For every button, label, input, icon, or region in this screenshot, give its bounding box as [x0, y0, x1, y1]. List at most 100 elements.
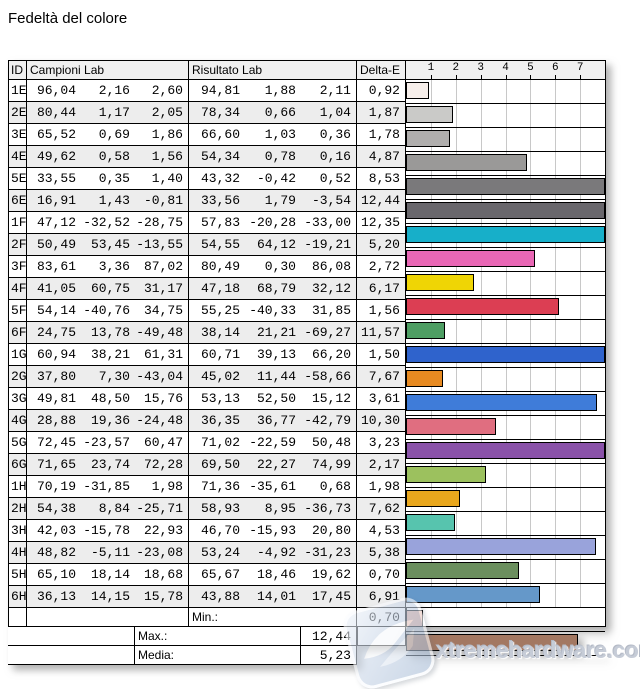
- axis-tick-mark: [480, 75, 482, 79]
- campioni-l-value: 96,04: [27, 80, 81, 102]
- risultato-l-value: 36,35: [189, 410, 245, 432]
- risultato-a-value: 8,95: [245, 498, 301, 520]
- risultato-l-value: 57,83: [189, 212, 245, 234]
- axis-tick-label: 5: [527, 62, 534, 74]
- axis-tick-mark: [505, 75, 507, 79]
- delta-e-value: 12,44: [357, 190, 406, 212]
- bar-slot: [406, 298, 605, 320]
- delta-e-bar: [406, 202, 605, 219]
- campioni-a-value: 60,75: [81, 278, 135, 300]
- risultato-l-value: 54,55: [189, 234, 245, 256]
- risultato-b-value: 15,12: [301, 388, 357, 410]
- bar-slot: [406, 250, 605, 272]
- risultato-b-value: 50,48: [301, 432, 357, 454]
- delta-e-bar: [406, 418, 496, 435]
- risultato-a-value: 68,79: [245, 278, 301, 300]
- delta-e-bar: [406, 346, 605, 363]
- chart-axis-header: 1 2 3 4 5 6 7: [406, 60, 606, 80]
- bar-slot: [406, 178, 605, 200]
- campioni-l-value: 33,55: [27, 168, 81, 190]
- risultato-b-value: -42,79: [301, 410, 357, 432]
- risultato-b-value: 31,85: [301, 300, 357, 322]
- risultato-l-value: 60,71: [189, 344, 245, 366]
- campioni-b-value: 2,05: [135, 102, 189, 124]
- row-id: 3E: [8, 124, 27, 146]
- risultato-b-value: 2,11: [301, 80, 357, 102]
- risultato-l-value: 54,34: [189, 146, 245, 168]
- campioni-a-value: 19,36: [81, 410, 135, 432]
- risultato-a-value: 14,01: [245, 586, 301, 608]
- bar-slot: [406, 346, 605, 368]
- row-id: 4E: [8, 146, 27, 168]
- chart-bars: [406, 82, 605, 656]
- risultato-a-value: -0,42: [245, 168, 301, 190]
- axis-tick-label: 6: [551, 62, 559, 74]
- delta-e-bar: [406, 586, 540, 603]
- delta-e-bar: [406, 514, 456, 531]
- campioni-l-value: 50,49: [27, 234, 81, 256]
- risultato-l-value: 80,49: [189, 256, 245, 278]
- campioni-l-value: 60,94: [27, 344, 81, 366]
- xtremehardware-logo: [340, 594, 438, 689]
- delta-e-value: 7,67: [357, 366, 406, 388]
- campioni-a-value: 8,84: [81, 498, 135, 520]
- risultato-a-value: 52,50: [245, 388, 301, 410]
- risultato-b-value: 0,16: [301, 146, 357, 168]
- delta-e-value: 5,38: [357, 542, 406, 564]
- delta-e-value: 3,61: [357, 388, 406, 410]
- bar-slot: [406, 562, 605, 584]
- row-id: 2F: [8, 234, 27, 256]
- col-header-campioni-lab: Campioni Lab: [27, 60, 189, 80]
- risultato-a-value: -22,59: [245, 432, 301, 454]
- risultato-b-value: 66,20: [301, 344, 357, 366]
- risultato-a-value: 36,77: [245, 410, 301, 432]
- axis-tick-mark: [530, 75, 532, 79]
- bar-slot: [406, 226, 605, 248]
- campioni-a-value: 23,74: [81, 454, 135, 476]
- risultato-a-value: 18,46: [245, 564, 301, 586]
- campioni-a-value: 13,78: [81, 322, 135, 344]
- campioni-a-value: -32,52: [81, 212, 135, 234]
- bar-slot: [406, 490, 605, 512]
- campioni-b-value: 61,31: [135, 344, 189, 366]
- campioni-l-value: 80,44: [27, 102, 81, 124]
- campioni-b-value: 1,86: [135, 124, 189, 146]
- row-id: 1F: [8, 212, 27, 234]
- delta-e-bar: [406, 274, 474, 291]
- chart-gridline: [455, 80, 457, 608]
- campioni-l-value: 49,81: [27, 388, 81, 410]
- risultato-b-value: 1,04: [301, 102, 357, 124]
- bar-slot: [406, 106, 605, 128]
- logo-swoosh-icon: [364, 619, 415, 667]
- campioni-a-value: -23,57: [81, 432, 135, 454]
- chart-gridline: [480, 80, 482, 608]
- risultato-b-value: -69,27: [301, 322, 357, 344]
- delta-e-bar: [406, 490, 460, 507]
- delta-e-bar: [406, 370, 444, 387]
- risultato-b-value: -19,21: [301, 234, 357, 256]
- risultato-l-value: 53,24: [189, 542, 245, 564]
- bar-slot: [406, 202, 605, 224]
- delta-e-bar: [406, 130, 451, 147]
- summary-value: 12,44: [301, 627, 357, 646]
- row-id: 2E: [8, 102, 27, 124]
- campioni-a-value: -40,76: [81, 300, 135, 322]
- col-header-delta-e: Delta-E: [357, 60, 406, 80]
- risultato-l-value: 94,81: [189, 80, 245, 102]
- campioni-a-value: 38,21: [81, 344, 135, 366]
- axis-tick-mark: [580, 75, 582, 79]
- row-id: 6H: [8, 586, 27, 608]
- campioni-b-value: 31,17: [135, 278, 189, 300]
- delta-e-value: 10,30: [357, 410, 406, 432]
- campioni-l-value: 54,14: [27, 300, 81, 322]
- campioni-b-value: 1,56: [135, 146, 189, 168]
- risultato-l-value: 55,25: [189, 300, 245, 322]
- campioni-b-value: -49,48: [135, 322, 189, 344]
- bar-slot: [406, 514, 605, 536]
- risultato-b-value: 32,12: [301, 278, 357, 300]
- risultato-l-value: 71,36: [189, 476, 245, 498]
- col-header-id: ID: [8, 60, 27, 80]
- bar-slot: [406, 418, 605, 440]
- row-id: 4H: [8, 542, 27, 564]
